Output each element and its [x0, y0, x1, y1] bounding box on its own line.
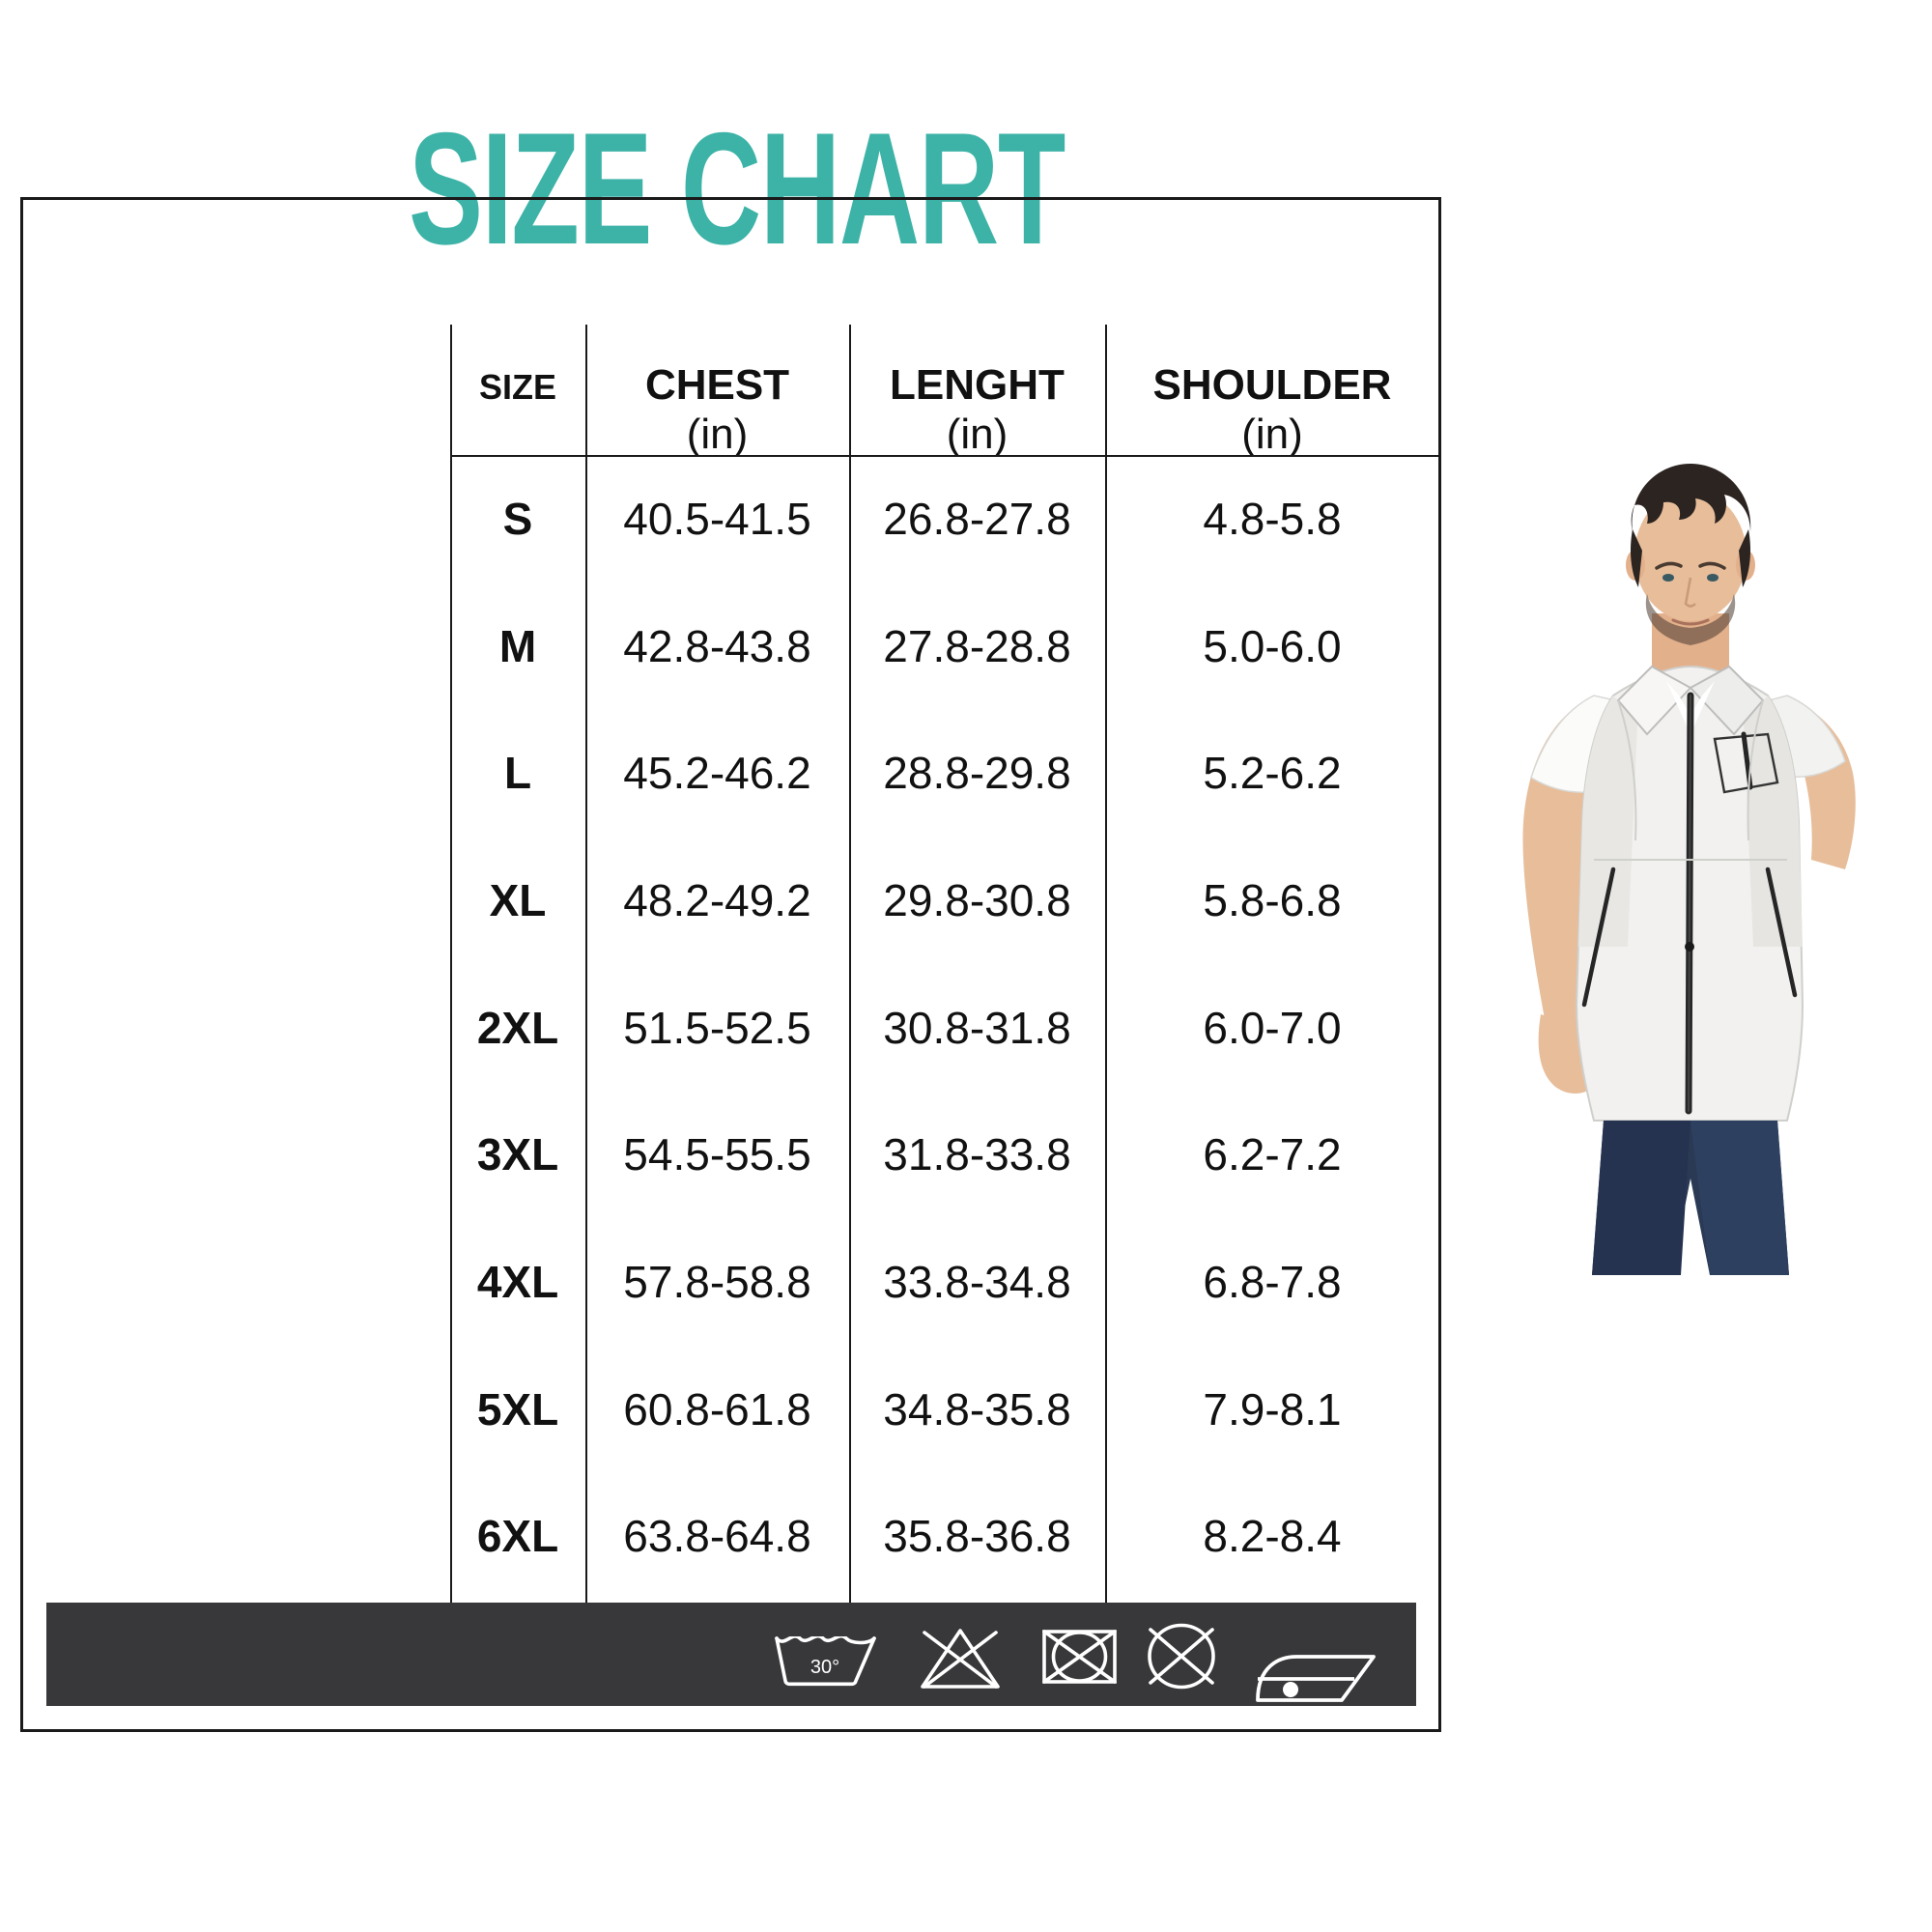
svg-text:30°: 30° — [810, 1657, 839, 1678]
